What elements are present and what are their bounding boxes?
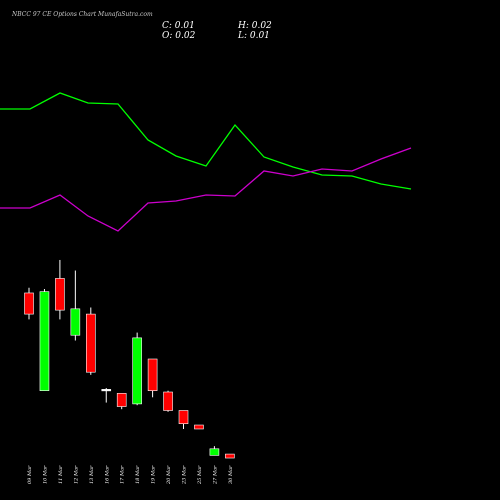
- x-tick-label: 27 Mar: [212, 465, 218, 485]
- candle-body: [55, 278, 65, 311]
- candle-body: [163, 391, 173, 411]
- open-value: O: 0.02: [162, 31, 196, 41]
- candle-body: [147, 358, 158, 391]
- x-tick-label: 17 Mar: [120, 465, 126, 484]
- low-value: L: 0.01: [237, 31, 270, 41]
- magenta-indicator-line: [0, 147, 412, 232]
- x-tick-label: 09 Mar: [27, 465, 33, 484]
- x-tick-label: 23 Mar: [182, 465, 188, 485]
- x-tick-label: 18 Mar: [135, 465, 141, 484]
- high-value: H: 0.02: [237, 21, 272, 31]
- candle-body: [101, 389, 112, 392]
- x-tick-label: 25 Mar: [197, 465, 203, 485]
- candle-body: [116, 393, 127, 407]
- candle-body: [178, 410, 189, 425]
- candle-body: [24, 292, 34, 315]
- x-tick-label: 10 Mar: [42, 465, 48, 484]
- x-tick-label: 20 Mar: [166, 465, 172, 485]
- candles: [24, 259, 235, 459]
- x-tick-label: 16 Mar: [104, 465, 110, 484]
- green-indicator-line: [0, 92, 412, 190]
- x-tick-label: 13 Mar: [89, 465, 95, 484]
- candle-body: [86, 313, 96, 373]
- close-value: C: 0.01: [162, 21, 195, 31]
- candle-body: [209, 448, 220, 456]
- indicator-lines: [0, 92, 412, 232]
- candle-body: [70, 308, 81, 336]
- candle-body: [194, 424, 204, 430]
- candle-body: [225, 453, 235, 459]
- x-tick-label: 11 Mar: [58, 465, 64, 484]
- x-tick-label: 30 Mar: [228, 465, 234, 484]
- candle-body: [39, 291, 50, 391]
- x-tick-label: 12 Mar: [73, 465, 79, 484]
- chart-title: NBCC 97 CE Options Chart MunafaSutra.com: [11, 11, 153, 18]
- x-tick-label: 19 Mar: [151, 465, 157, 484]
- x-axis-ticks: 09 Mar 10 Mar 11 Mar 12 Mar 13 Mar 16 Mar 17 M…: [27, 465, 234, 485]
- candle-body: [132, 337, 142, 405]
